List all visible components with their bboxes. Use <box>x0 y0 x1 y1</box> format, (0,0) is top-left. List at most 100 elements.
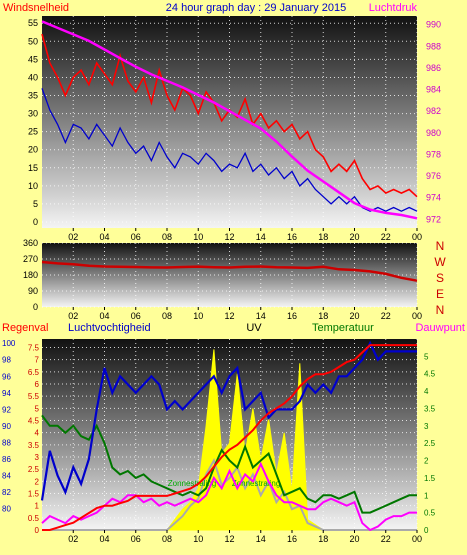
direction-ytick-label: 270 <box>23 254 38 264</box>
wind-xtick-label: 18 <box>318 232 328 242</box>
wind-ytick-label: 50 <box>28 36 38 46</box>
climate-xtick-label: 10 <box>193 534 203 544</box>
compass-label: W <box>434 255 446 269</box>
humidity-ytick-label: 90 <box>2 422 11 431</box>
pressure-ytick-label: 990 <box>426 20 441 30</box>
pressure-ytick-label: 982 <box>426 106 441 116</box>
rain-ytick-label: 5 <box>35 404 40 413</box>
rain-ytick-label: 2.5 <box>28 465 40 474</box>
temp-ytick-label: 4 <box>424 387 429 396</box>
direction-ytick-label: 360 <box>23 238 38 248</box>
wind-chart: 0 5 10 15 20 25 30 35 40 45 50 55 972 974 976 978 980 982… <box>28 16 441 242</box>
temp-ytick-label: 1 <box>424 491 429 500</box>
rain-ytick-label: 6 <box>35 380 40 389</box>
rain-ytick-label: 1.5 <box>28 490 40 499</box>
direction-xtick-label: 12 <box>224 311 234 321</box>
direction-ytick-label: 90 <box>28 286 38 296</box>
wind-ytick-label: 45 <box>28 54 38 64</box>
temp-ytick-label: 2.5 <box>424 439 436 448</box>
climate-xtick-label: 04 <box>99 534 109 544</box>
wind-xtick-label: 10 <box>193 232 203 242</box>
wind-xtick-label: 06 <box>131 232 141 242</box>
wind-xtick-label: 12 <box>224 232 234 242</box>
climate-xtick-label: 00 <box>412 534 422 544</box>
temp-ytick-label: 5 <box>424 352 429 361</box>
humidity-line <box>40 340 417 501</box>
humidity-ytick-label: 88 <box>2 438 11 447</box>
direction-xtick-label: 16 <box>287 311 297 321</box>
wind-ytick-label: 20 <box>28 145 38 155</box>
dewpoint-title: Dauwpunt <box>415 322 465 334</box>
wind-axis-title: Windsnelheid <box>3 2 69 14</box>
temperature-line <box>41 414 417 514</box>
pressure-ytick-label: 972 <box>426 214 441 224</box>
direction-xtick-label: 18 <box>318 311 328 321</box>
pressure-ytick-label: 988 <box>426 41 441 51</box>
direction-xtick-label: 04 <box>99 311 109 321</box>
direction-xtick-label: 08 <box>162 311 172 321</box>
rain-ytick-label: 4 <box>35 429 40 438</box>
rain-ytick-label: 3 <box>35 453 40 462</box>
wind-xtick-label: 20 <box>349 232 359 242</box>
wind-ytick-label: 10 <box>28 181 38 191</box>
climate-chart: 8082848688909294969810000.511.522.533.54… <box>2 339 436 544</box>
humidity-ytick-label: 100 <box>2 339 16 348</box>
rain-ytick-label: 2 <box>35 477 40 486</box>
rain-ytick-label: 1 <box>35 502 40 511</box>
humidity-ytick-label: 82 <box>2 488 11 497</box>
temp-ytick-label: 4.5 <box>424 370 436 379</box>
direction-xtick-label: 20 <box>349 311 359 321</box>
wind-ytick-label: 25 <box>28 127 38 137</box>
pressure-axis-title: Luchtdruk <box>369 2 418 14</box>
pressure-ytick-label: 986 <box>426 63 441 73</box>
climate-xtick-label: 18 <box>318 534 328 544</box>
wind-average-line <box>41 88 418 212</box>
direction-xtick-label: 02 <box>68 311 78 321</box>
climate-xtick-label: 12 <box>224 534 234 544</box>
pressure-ytick-label: 978 <box>426 149 441 159</box>
wind-ytick-label: 40 <box>28 72 38 82</box>
solar-radiation-line <box>42 458 417 531</box>
temperature-title: Temperatuur <box>312 322 374 334</box>
wind-ytick-label: 55 <box>28 18 38 28</box>
rain-ytick-label: 5.5 <box>28 392 40 401</box>
rain-ytick-label: 4.5 <box>28 417 40 426</box>
rain-ytick-label: 7.5 <box>28 344 40 353</box>
compass-label: E <box>436 287 444 301</box>
wind-ytick-label: 0 <box>33 217 38 227</box>
climate-xtick-label: 06 <box>131 534 141 544</box>
rain-ytick-label: 0.5 <box>28 514 40 523</box>
temp-ytick-label: 3.5 <box>424 404 436 413</box>
wind-xtick-label: 00 <box>412 232 422 242</box>
direction-xtick-label: 10 <box>193 311 203 321</box>
rain-ytick-label: 7 <box>35 356 40 365</box>
climate-xtick-label: 08 <box>162 534 172 544</box>
wind-xtick-label: 02 <box>68 232 78 242</box>
humidity-ytick-label: 98 <box>2 356 11 365</box>
compass-label: N <box>436 239 445 253</box>
temp-ytick-label: 0 <box>424 526 429 535</box>
wind-ytick-label: 35 <box>28 91 38 101</box>
humidity-ytick-label: 80 <box>2 505 11 514</box>
wind-ytick-label: 5 <box>33 199 38 209</box>
compass-label: S <box>436 271 444 285</box>
rain-line <box>42 344 417 531</box>
rain-ytick-label: 3.5 <box>28 441 40 450</box>
rain-title: Regenval <box>2 322 48 334</box>
temp-ytick-label: 3 <box>424 422 429 431</box>
uv-title: UV <box>246 322 262 334</box>
direction-xtick-label: 00 <box>412 311 422 321</box>
climate-xtick-label: 14 <box>256 534 266 544</box>
climate-xtick-label: 20 <box>349 534 359 544</box>
wind-direction-line <box>41 260 418 282</box>
direction-xtick-label: 14 <box>256 311 266 321</box>
climate-xtick-label: 16 <box>287 534 297 544</box>
humidity-ytick-label: 92 <box>2 405 11 414</box>
rain-ytick-label: 6.5 <box>28 368 40 377</box>
pressure-ytick-label: 980 <box>426 128 441 138</box>
pressure-line <box>41 20 418 220</box>
wind-ytick-label: 30 <box>28 109 38 119</box>
